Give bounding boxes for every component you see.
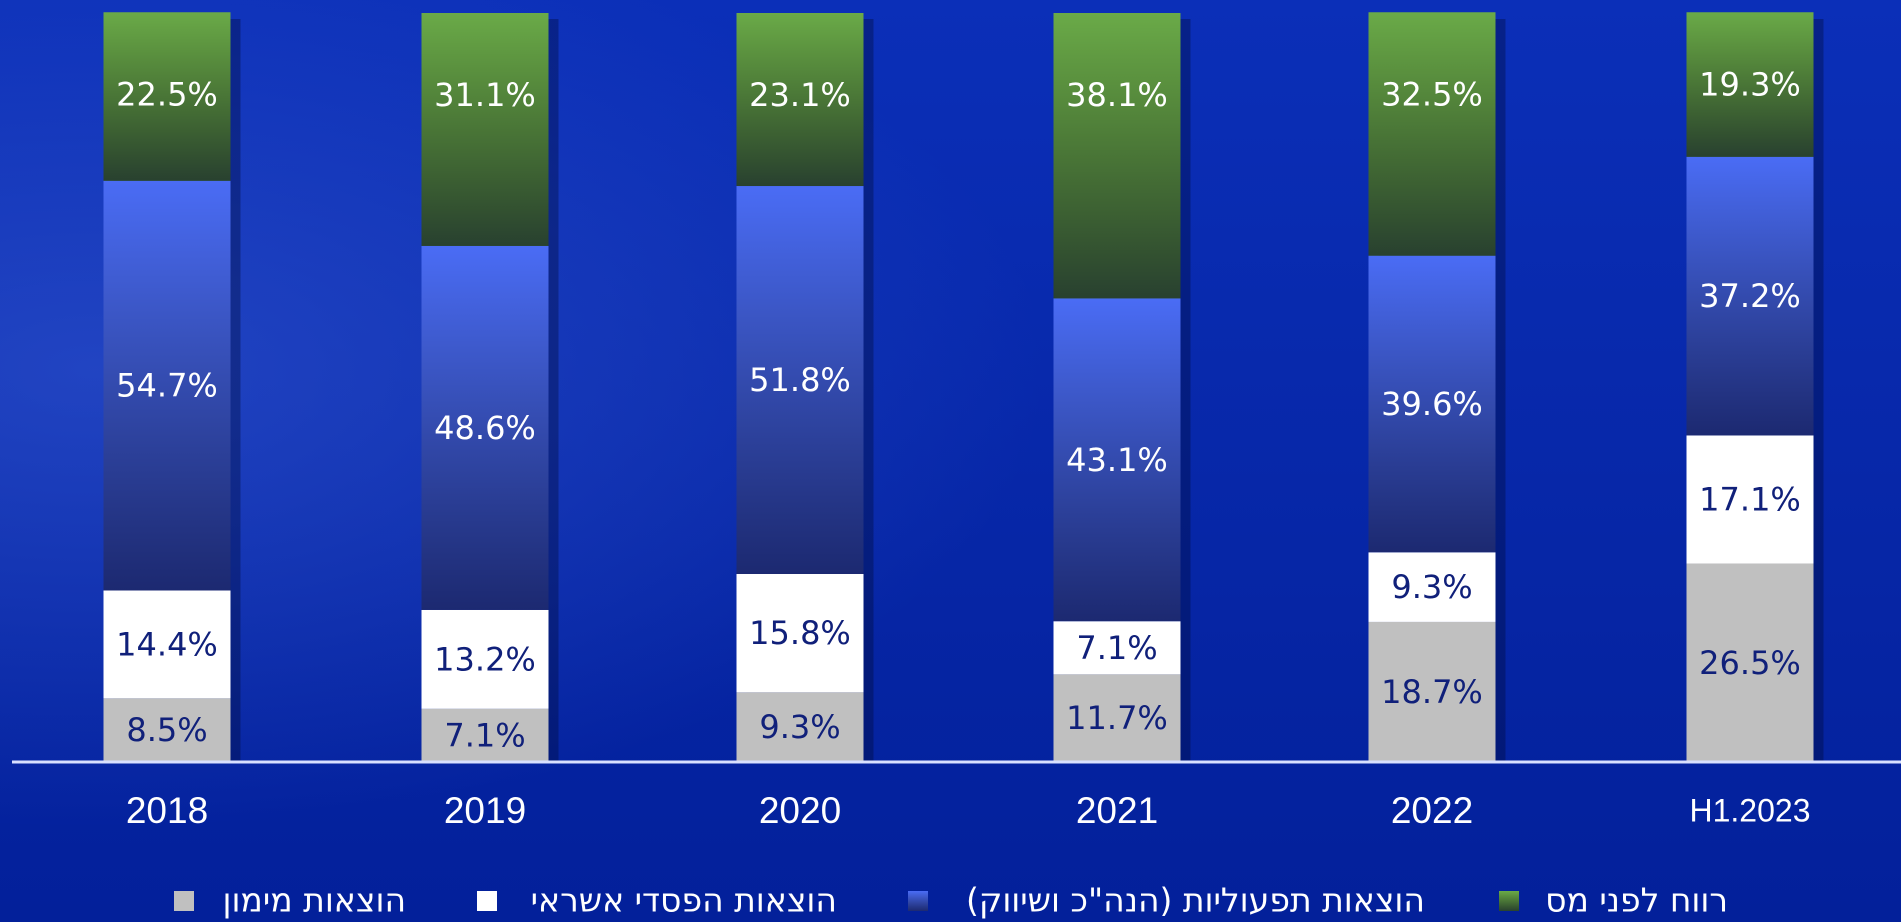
bar-shade — [1686, 12, 1814, 157]
bar-shade — [421, 245, 549, 610]
bar-segment — [103, 590, 231, 699]
bar-shade — [421, 13, 549, 246]
x-tick-label: 2021 — [1076, 790, 1158, 831]
legend-swatch — [174, 891, 194, 911]
legend-swatch-shade — [1499, 891, 1519, 911]
value-label: 14.4% — [116, 625, 218, 663]
value-label: 13.2% — [434, 640, 536, 678]
value-label: 7.1% — [444, 716, 525, 754]
value-label: 18.7% — [1381, 673, 1483, 711]
bar-shade — [1053, 13, 1181, 299]
value-label: 39.6% — [1381, 385, 1483, 423]
legend-swatch — [477, 891, 497, 911]
bar-segment — [1053, 674, 1181, 762]
value-label: 54.7% — [116, 367, 218, 405]
x-tick-label: 2018 — [126, 790, 208, 831]
bar-segment — [736, 692, 864, 762]
value-label: 9.3% — [1391, 568, 1472, 606]
value-label: 8.5% — [126, 711, 207, 749]
value-label: 43.1% — [1066, 441, 1168, 479]
value-label: 37.2% — [1699, 277, 1801, 315]
legend-label: הוצאות תפעוליות (הנה"כ ושיווק) — [966, 881, 1425, 920]
x-tick-label: 2020 — [759, 790, 841, 831]
bar-shade — [1368, 12, 1496, 256]
bar-segment — [103, 698, 231, 762]
bar-shade — [103, 12, 231, 181]
bar-segment — [1368, 621, 1496, 762]
value-label: 15.8% — [749, 614, 851, 652]
bar-shade — [103, 180, 231, 591]
legend-label: הוצאות הפסדי אשראי — [531, 881, 837, 920]
value-label: 26.5% — [1699, 644, 1801, 682]
bar-shade — [736, 13, 864, 187]
value-label: 17.1% — [1699, 480, 1801, 518]
bar-shade — [1053, 298, 1181, 622]
value-label: 32.5% — [1381, 75, 1483, 113]
x-tick-label: H1.2023 — [1690, 792, 1811, 828]
value-label: 31.1% — [434, 76, 536, 114]
bar-shade — [1686, 156, 1814, 436]
value-label: 7.1% — [1076, 629, 1157, 667]
legend-swatch-shade — [908, 891, 928, 911]
value-label: 9.3% — [759, 708, 840, 746]
bar-segment — [1053, 621, 1181, 675]
value-label: 48.6% — [434, 409, 536, 447]
value-label: 11.7% — [1066, 699, 1168, 737]
value-label: 51.8% — [749, 361, 851, 399]
bar-segment — [1686, 563, 1814, 762]
legend-label: רווח לפני מס — [1545, 881, 1728, 920]
bar-segment — [421, 609, 549, 709]
bar-segment — [1686, 435, 1814, 564]
bar-segment — [421, 708, 549, 762]
x-tick-label: 2022 — [1391, 790, 1473, 831]
value-label: 19.3% — [1699, 66, 1801, 104]
bar-shade — [736, 186, 864, 575]
value-label: 23.1% — [749, 76, 851, 114]
bar-segment — [736, 574, 864, 693]
bar-segment — [1368, 552, 1496, 622]
bar-shade — [1368, 255, 1496, 553]
legend-label: הוצאות מימון — [222, 881, 406, 920]
value-label: 38.1% — [1066, 76, 1168, 114]
value-label: 22.5% — [116, 75, 218, 113]
x-tick-label: 2019 — [444, 790, 526, 831]
